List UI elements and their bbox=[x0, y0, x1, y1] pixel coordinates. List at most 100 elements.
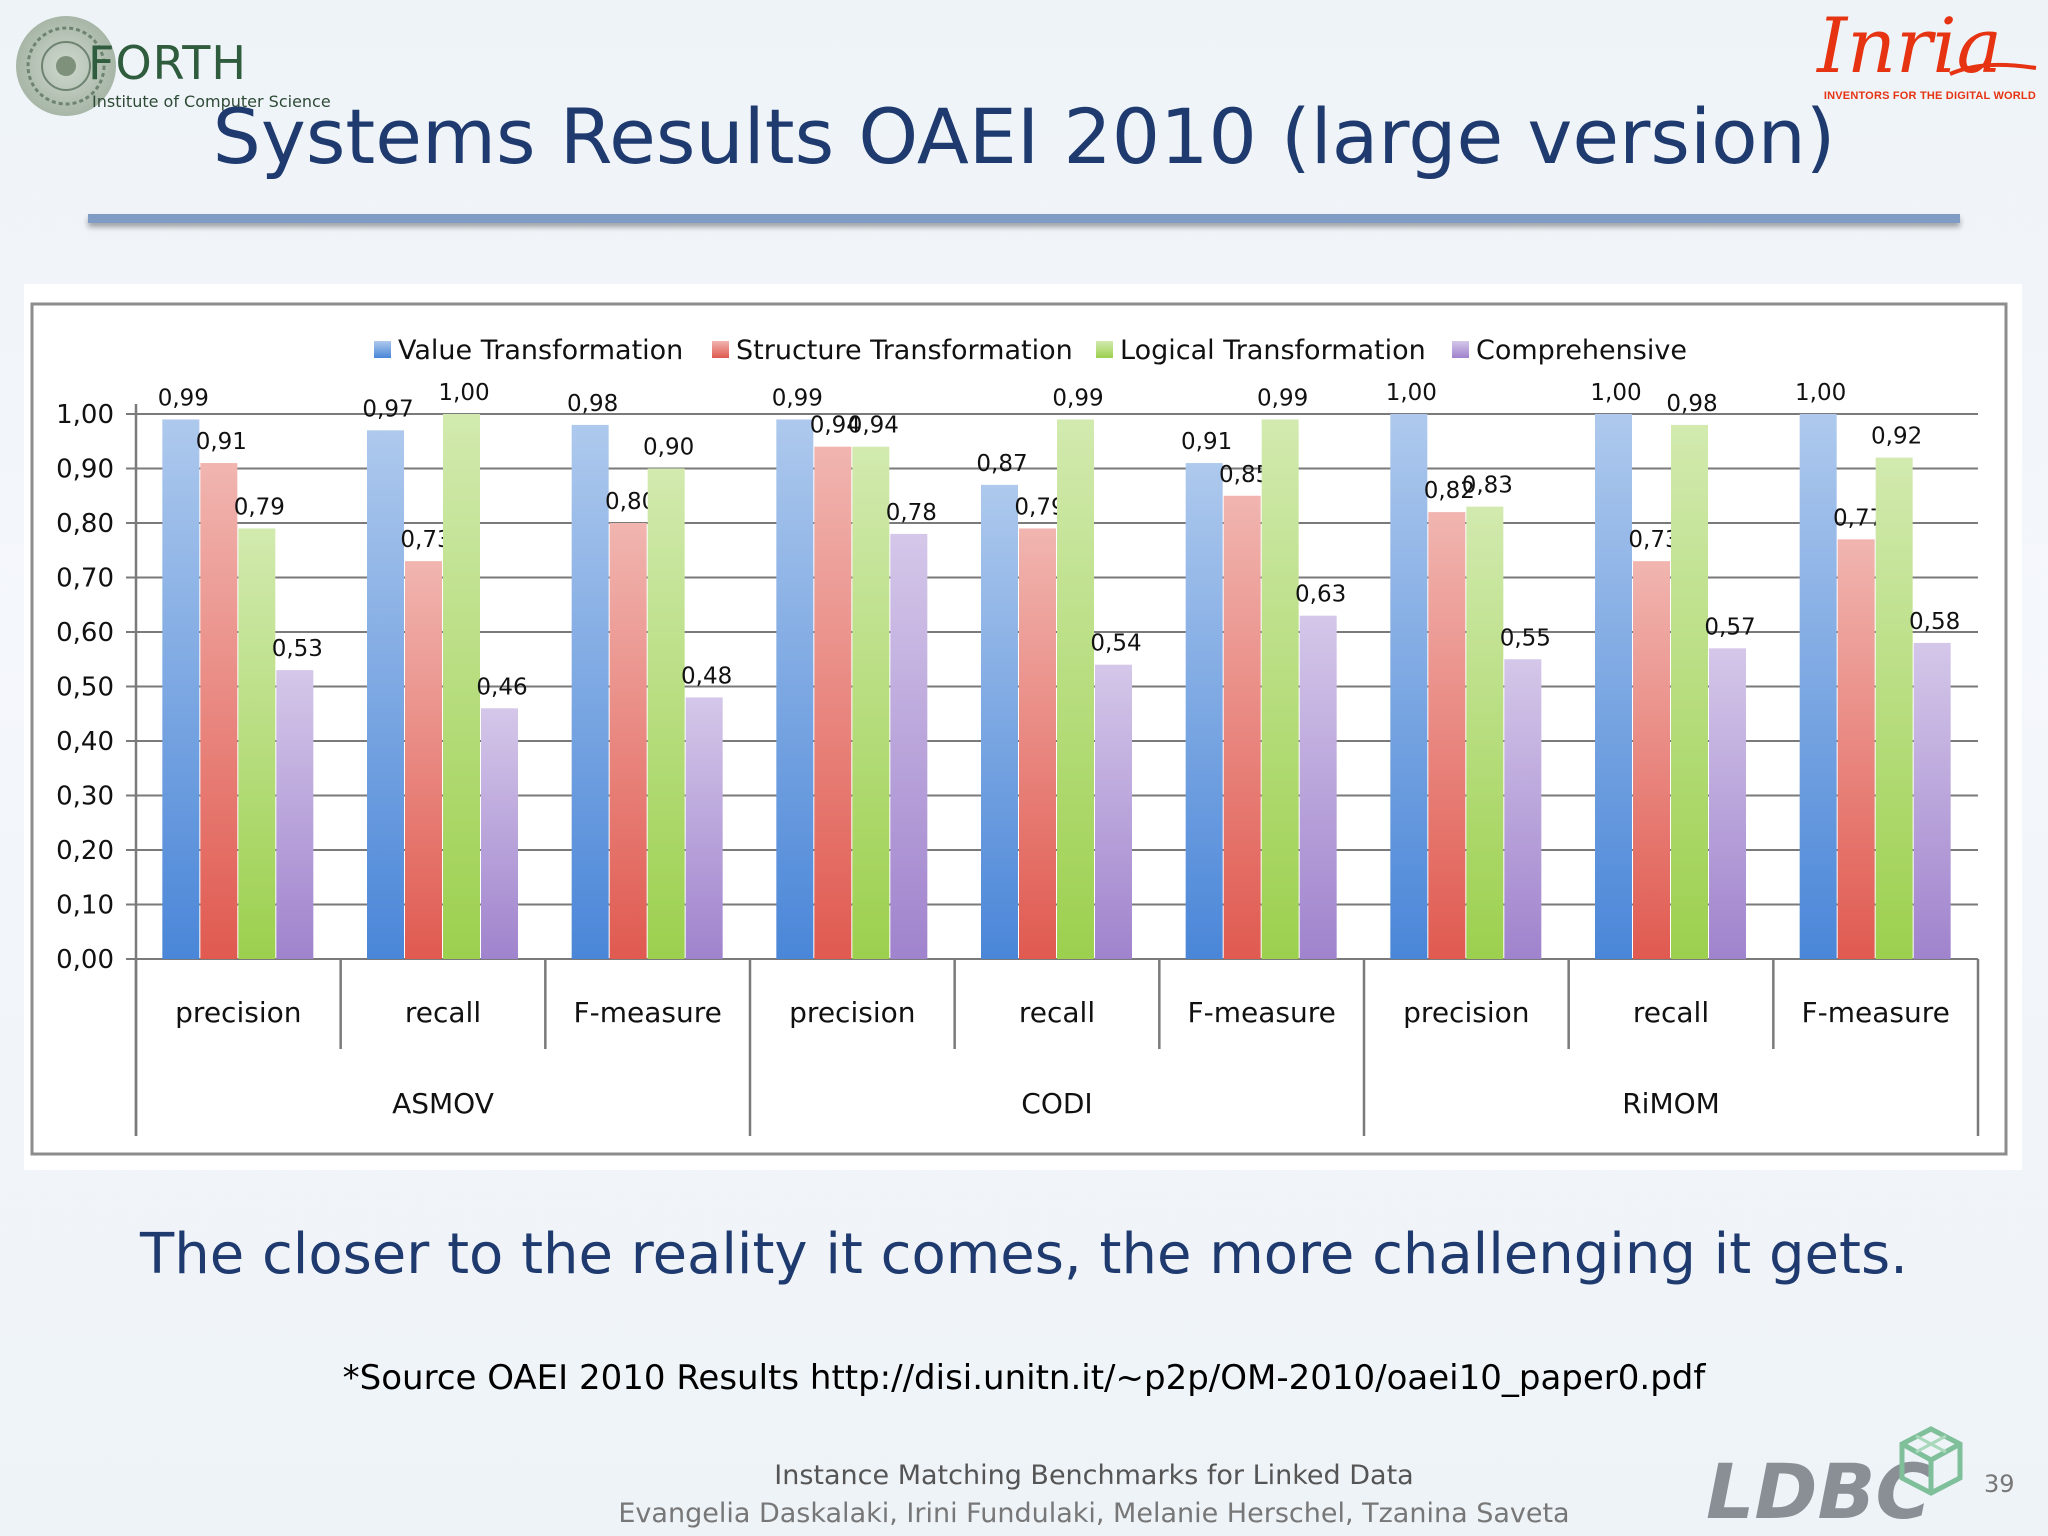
bar-logical-transformation bbox=[1261, 419, 1299, 959]
chart-legend: Value Transformation Structure Transforma… bbox=[374, 335, 1687, 366]
chart-axes: 0,00 0,10 0,20 0,30 0,40 0,50 0,60 0,70 0,80 0,90… bbox=[56, 400, 1980, 1136]
bar-comprehensive bbox=[1709, 648, 1746, 959]
footer-authors: Evangelia Daskalaki, Irini Fundulaki, Me… bbox=[618, 1498, 1570, 1529]
x-category-label: precision bbox=[1403, 996, 1529, 1029]
page-number: 39 bbox=[1984, 1470, 2015, 1498]
forth-name: FORTH bbox=[88, 36, 247, 90]
data-label-value-transformation: 0,98 bbox=[567, 391, 618, 417]
y-tick-label: 0,90 bbox=[56, 455, 114, 485]
bar-value-transformation bbox=[1390, 414, 1428, 959]
y-tick-label: 0,80 bbox=[56, 509, 114, 539]
bar-comprehensive bbox=[1299, 615, 1337, 959]
forth-subtitle: Institute of Computer Science bbox=[92, 92, 331, 111]
data-label-logical-transformation: 0,92 bbox=[1871, 424, 1922, 450]
legend-label-structure-transformation: Structure Transformation bbox=[736, 335, 1073, 366]
data-label-value-transformation: 1,00 bbox=[1590, 380, 1641, 406]
data-label-logical-transformation: 0,99 bbox=[1052, 385, 1103, 411]
bar-logical-transformation bbox=[852, 446, 890, 959]
data-label-structure-transformation: 0,94 bbox=[810, 413, 861, 439]
data-label-value-transformation: 0,91 bbox=[1181, 429, 1232, 455]
data-label-comprehensive: 0,63 bbox=[1295, 582, 1346, 608]
x-category-label: precision bbox=[175, 996, 301, 1029]
data-label-comprehensive: 0,46 bbox=[476, 674, 527, 700]
inria-name: Inria bbox=[1817, 1, 2002, 90]
source-citation: *Source OAEI 2010 Results http://disi.un… bbox=[342, 1358, 1706, 1398]
y-tick-label: 0,40 bbox=[56, 727, 114, 757]
data-label-comprehensive: 0,48 bbox=[681, 663, 732, 689]
data-label-logical-transformation: 0,98 bbox=[1666, 391, 1717, 417]
legend-swatch-value-transformation bbox=[374, 341, 391, 358]
x-category-label: recall bbox=[1019, 996, 1095, 1029]
x-category-label: precision bbox=[789, 996, 915, 1029]
legend-swatch-comprehensive bbox=[1452, 341, 1469, 358]
bar-comprehensive bbox=[1913, 642, 1951, 959]
results-bar-chart: 0,99 0,97 0,98 0,99 0,87 0,91 1,00 1,00 1,00 0,91… bbox=[30, 302, 2008, 1156]
data-label-value-transformation: 0,99 bbox=[158, 385, 209, 411]
bar-value-transformation bbox=[776, 419, 814, 959]
inria-logo: Inria INVENTORS FOR THE DIGITAL WORLD bbox=[1772, 8, 2042, 108]
bar-structure-transformation bbox=[609, 523, 647, 959]
data-label-logical-transformation: 1,00 bbox=[438, 380, 489, 406]
inria-tagline: INVENTORS FOR THE DIGITAL WORLD bbox=[1823, 90, 2036, 102]
x-category-label: F-measure bbox=[574, 996, 722, 1029]
ldbc-logo-text: LDBC bbox=[1706, 1447, 1932, 1536]
forth-seal-icon bbox=[16, 16, 116, 116]
bar-comprehensive bbox=[685, 697, 723, 959]
forth-logo: FORTH Institute of Computer Science bbox=[8, 8, 398, 126]
bar-value-transformation bbox=[981, 484, 1018, 959]
inria-swoosh-icon bbox=[1949, 62, 2037, 76]
legend-label-logical-transformation: Logical Transformation bbox=[1120, 335, 1426, 366]
y-tick-label: 0,50 bbox=[56, 673, 114, 703]
y-tick-label: 0,60 bbox=[56, 618, 114, 648]
bar-value-transformation bbox=[1595, 414, 1632, 959]
bar-logical-transformation bbox=[1057, 419, 1094, 959]
bar-structure-transformation bbox=[1633, 561, 1670, 959]
bar-comprehensive bbox=[276, 670, 314, 959]
title-divider bbox=[88, 214, 1960, 223]
bar-logical-transformation bbox=[1671, 424, 1708, 959]
y-tick-label: 0,10 bbox=[56, 891, 114, 921]
bar-structure-transformation bbox=[814, 446, 852, 959]
data-label-logical-transformation: 0,94 bbox=[848, 413, 899, 439]
footer-title: Instance Matching Benchmarks for Linked … bbox=[774, 1460, 1414, 1491]
x-group-label: ASMOV bbox=[392, 1087, 494, 1120]
slide-caption: The closer to the reality it comes, the … bbox=[140, 1222, 1908, 1287]
bar-comprehensive bbox=[1095, 664, 1132, 959]
data-label-structure-transformation: 0,91 bbox=[196, 429, 247, 455]
data-label-value-transformation: 0,99 bbox=[772, 385, 823, 411]
ldbc-cube-icon bbox=[1899, 1426, 1963, 1496]
bar-value-transformation bbox=[367, 430, 404, 960]
bar-logical-transformation bbox=[647, 468, 685, 959]
data-label-comprehensive: 0,54 bbox=[1090, 631, 1141, 657]
data-label-comprehensive: 0,53 bbox=[272, 636, 323, 662]
y-tick-label: 0,00 bbox=[56, 945, 114, 975]
bar-value-transformation bbox=[1185, 463, 1223, 959]
y-tick-label: 0,30 bbox=[56, 782, 114, 812]
bar-logical-transformation bbox=[238, 528, 276, 959]
bar-comprehensive bbox=[1504, 659, 1542, 959]
chart-bars: 0,99 0,97 0,98 0,99 0,87 0,91 1,00 1,00 1,00 0,91… bbox=[158, 380, 1960, 960]
y-tick-label: 1,00 bbox=[56, 400, 114, 430]
data-label-comprehensive: 0,58 bbox=[1909, 609, 1960, 635]
data-label-structure-transformation: 0,82 bbox=[1424, 478, 1475, 504]
x-group-label: RiMOM bbox=[1622, 1087, 1720, 1120]
data-label-comprehensive: 0,57 bbox=[1704, 614, 1755, 640]
slide-title: Systems Results OAEI 2010 (large version… bbox=[212, 92, 1836, 181]
bar-structure-transformation bbox=[1223, 495, 1261, 959]
data-label-value-transformation: 0,97 bbox=[362, 396, 413, 422]
bar-structure-transformation bbox=[1428, 512, 1466, 959]
x-category-label: F-measure bbox=[1802, 996, 1950, 1029]
data-label-logical-transformation: 0,99 bbox=[1257, 385, 1308, 411]
bar-logical-transformation bbox=[1875, 457, 1913, 959]
bar-structure-transformation bbox=[1837, 539, 1875, 959]
bar-comprehensive bbox=[890, 533, 928, 959]
data-label-logical-transformation: 0,83 bbox=[1462, 473, 1513, 499]
data-label-comprehensive: 0,55 bbox=[1500, 625, 1551, 651]
ldbc-logo: LDBC bbox=[1706, 1426, 1963, 1536]
legend-swatch-structure-transformation bbox=[712, 341, 729, 358]
data-label-logical-transformation: 0,79 bbox=[234, 494, 285, 520]
bar-structure-transformation bbox=[405, 561, 442, 959]
legend-label-comprehensive: Comprehensive bbox=[1476, 335, 1687, 366]
data-label-logical-transformation: 0,90 bbox=[643, 435, 694, 461]
bar-value-transformation bbox=[1799, 414, 1837, 959]
